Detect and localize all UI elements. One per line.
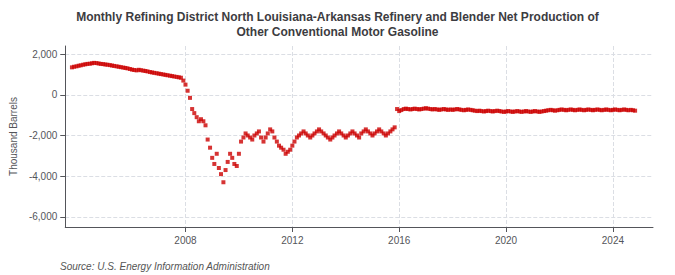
- svg-text:-6,000: -6,000: [29, 211, 58, 222]
- svg-text:-2,000: -2,000: [29, 130, 58, 141]
- svg-text:2024: 2024: [602, 235, 625, 246]
- svg-text:-4,000: -4,000: [29, 171, 58, 182]
- svg-text:2012: 2012: [281, 235, 304, 246]
- svg-text:Thousand Barrels: Thousand Barrels: [8, 97, 19, 176]
- svg-text:2,000: 2,000: [32, 49, 57, 60]
- svg-text:2008: 2008: [174, 235, 197, 246]
- svg-text:0: 0: [52, 89, 58, 100]
- svg-text:Source: U.S. Energy Informatio: Source: U.S. Energy Information Administ…: [60, 261, 270, 272]
- svg-text:Monthly Refining District Nort: Monthly Refining District North Louisian…: [76, 10, 600, 24]
- svg-text:Other Conventional Motor Gasol: Other Conventional Motor Gasoline: [236, 25, 438, 39]
- svg-text:2020: 2020: [495, 235, 518, 246]
- svg-text:2016: 2016: [388, 235, 411, 246]
